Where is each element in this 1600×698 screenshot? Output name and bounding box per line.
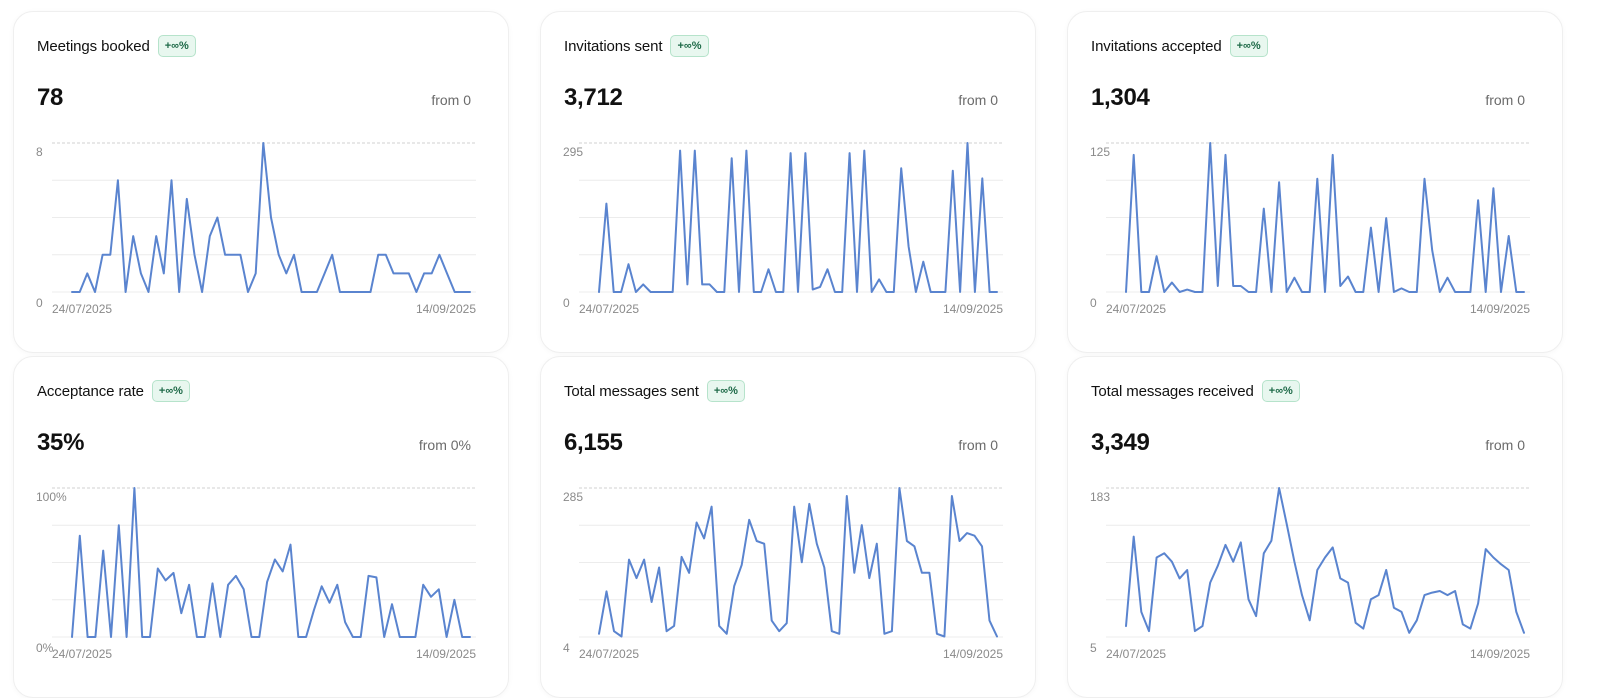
y-min-label: 0 (563, 296, 570, 310)
line-chart: 285 4 24/07/2025 14/09/2025 (563, 487, 1003, 661)
line-chart: 295 0 24/07/2025 14/09/2025 (563, 142, 1003, 316)
series-line (598, 142, 998, 293)
card-header: Invitations sent +∞% (564, 35, 709, 57)
x-end-label: 14/09/2025 (1470, 302, 1530, 316)
series-line (1125, 142, 1525, 293)
metric-value: 1,304 (1091, 84, 1150, 111)
comparison-text: from 0 (1485, 92, 1525, 108)
y-min-label: 5 (1090, 641, 1097, 655)
y-max-label: 100% (36, 490, 67, 504)
x-start-label: 24/07/2025 (1106, 302, 1166, 316)
x-start-label: 24/07/2025 (52, 647, 112, 661)
card-header: Invitations accepted +∞% (1091, 35, 1268, 57)
card-title: Acceptance rate (37, 382, 144, 400)
change-badge: +∞% (1229, 35, 1268, 57)
line-chart: 8 0 24/07/2025 14/09/2025 (36, 142, 476, 316)
x-end-label: 14/09/2025 (416, 647, 476, 661)
comparison-text: from 0 (431, 92, 471, 108)
x-start-label: 24/07/2025 (1106, 647, 1166, 661)
metric-card-total-messages-sent: Total messages sent +∞% 6,155 from 0 285… (540, 356, 1036, 698)
metric-card-invitations-accepted: Invitations accepted +∞% 1,304 from 0 12… (1067, 11, 1563, 353)
x-end-label: 14/09/2025 (943, 647, 1003, 661)
y-min-label: 4 (563, 641, 570, 655)
x-end-label: 14/09/2025 (943, 302, 1003, 316)
y-min-label: 0 (36, 296, 43, 310)
y-min-label: 0 (1090, 296, 1097, 310)
y-max-label: 295 (563, 145, 583, 159)
series-line (1125, 487, 1525, 634)
y-min-label: 0% (36, 641, 54, 655)
comparison-text: from 0 (958, 92, 998, 108)
change-badge: +∞% (151, 380, 190, 402)
x-start-label: 24/07/2025 (579, 647, 639, 661)
change-badge: +∞% (1261, 380, 1300, 402)
card-title: Invitations sent (564, 37, 663, 55)
line-chart: 125 0 24/07/2025 14/09/2025 (1090, 142, 1530, 316)
y-max-label: 183 (1090, 490, 1110, 504)
y-max-label: 125 (1090, 145, 1110, 159)
card-title: Meetings booked (37, 37, 150, 55)
x-start-label: 24/07/2025 (579, 302, 639, 316)
card-header: Acceptance rate +∞% (37, 380, 190, 402)
line-chart: 100% 0%24/07/2025 14/09/2025 (36, 487, 476, 661)
card-header: Total messages sent +∞% (564, 380, 745, 402)
comparison-text: from 0 (1485, 437, 1525, 453)
card-title: Invitations accepted (1091, 37, 1222, 55)
y-max-label: 8 (36, 145, 43, 159)
series-line (598, 487, 998, 638)
card-header: Meetings booked +∞% (37, 35, 196, 57)
change-badge: +∞% (157, 35, 196, 57)
metric-value: 3,712 (564, 84, 623, 111)
metric-value: 78 (37, 84, 64, 111)
metric-card-meetings-booked: Meetings booked +∞% 78 from 0 8 0 24/07/20… (13, 11, 509, 353)
change-badge: +∞% (706, 380, 745, 402)
metric-value: 35% (37, 429, 85, 456)
comparison-text: from 0 (958, 437, 998, 453)
change-badge: +∞% (670, 35, 709, 57)
x-end-label: 14/09/2025 (1470, 647, 1530, 661)
line-chart: 183 5 24/07/2025 14/09/2025 (1090, 487, 1530, 661)
metric-card-acceptance-rate: Acceptance rate +∞% 35% from 0% 100% 0% 24… (13, 356, 509, 698)
series-line (71, 487, 471, 638)
comparison-text: from 0% (418, 437, 471, 453)
metric-value: 3,349 (1091, 429, 1150, 456)
series-line (71, 142, 471, 293)
card-title: Total messages sent (564, 382, 699, 400)
metric-value: 6,155 (564, 429, 623, 456)
x-start-label: 24/07/2025 (52, 302, 112, 316)
metric-card-total-messages-received: Total messages received +∞% 3,349 from 0… (1067, 356, 1563, 698)
x-end-label: 14/09/2025 (416, 302, 476, 316)
y-max-label: 285 (563, 490, 583, 504)
metric-card-invitations-sent: Invitations sent +∞% 3,712 from 0 295 0 24… (540, 11, 1036, 353)
card-title: Total messages received (1091, 382, 1254, 400)
card-header: Total messages received +∞% (1091, 380, 1300, 402)
